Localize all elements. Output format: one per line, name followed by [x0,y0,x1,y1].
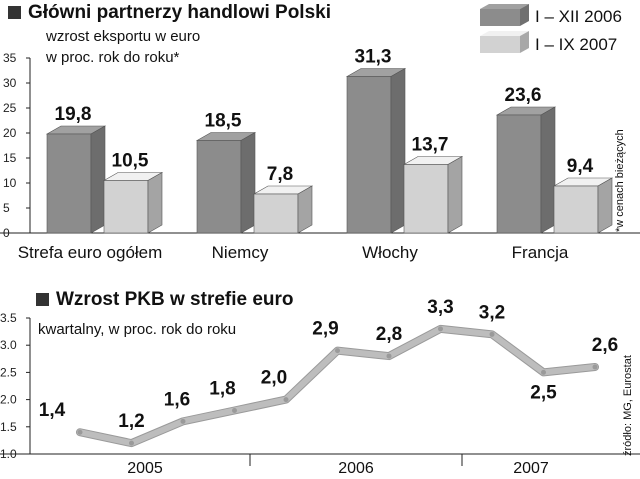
bar [346,76,392,234]
bar-value-label: 7,8 [267,164,293,185]
bar-category-label: Włochy [362,243,418,262]
title-bullet-icon [8,6,21,19]
line-chart-title: Wzrost PKB w strefie euro [56,289,294,310]
line-point [592,364,598,370]
bar-value-label: 31,3 [355,47,392,68]
line-series [77,325,598,447]
line-value-label: 3,3 [427,297,453,318]
legend-label-2007: I – IX 2007 [535,35,618,54]
bar-value-label: 18,5 [205,111,242,132]
bar-side-face [447,155,463,234]
bar-value-label: 13,7 [412,135,449,156]
bar-side-face [297,185,313,234]
bar-value-label: 10,5 [112,151,149,172]
bar [103,180,149,234]
bar-y-tick-label: 25 [3,101,17,115]
legend-swatch-top [480,4,529,9]
bar-category-label: Niemcy [212,243,269,262]
bar-value-label: 9,4 [567,156,594,177]
bar [196,140,242,234]
bar [553,185,599,234]
bar-value-label: 23,6 [505,85,542,106]
bar-category-label: Strefa euro ogółem [18,243,163,262]
line-point [335,348,340,354]
title-bullet-icon [36,293,49,306]
line-y-tick-label: 1.0 [0,447,17,461]
bar-value-label: 19,8 [55,104,92,125]
bar [496,114,542,234]
legend-swatch [480,36,520,53]
line-value-label: 2,5 [530,382,557,403]
bar-side-face [390,67,406,234]
bar-chart-subtitle-1: wzrost eksportu w euro [46,28,201,45]
line-point [232,407,237,413]
bar-y-tick-label: 0 [3,226,10,240]
legend-swatch [480,9,520,26]
line-point [489,331,495,337]
bar-side-face [90,125,106,234]
line-value-label: 2,9 [312,319,338,340]
bar-chart-title: Główni partnerzy handlowi Polski [28,2,331,23]
line-point [386,353,392,359]
line-point [438,326,443,332]
line-chart-subtitle: kwartalny, w proc. rok do roku [38,321,237,338]
bar-side-face [240,131,256,234]
bar-y-tick-label: 15 [3,151,17,165]
prices-note: *w cenach bieżących [614,129,626,232]
line-point [541,369,546,375]
legend-swatch-side [520,4,529,26]
bar [403,164,449,234]
legend-label-2006: I – XII 2006 [535,7,622,26]
line-value-label: 2,8 [376,324,402,345]
line-series-shadow [76,324,599,448]
bar-y-tick-label: 20 [3,126,17,140]
line-y-tick-label: 3.5 [0,311,17,325]
year-label: 2005 [127,460,163,477]
line-point [283,397,289,403]
bar-side-face [540,106,556,234]
bar-side-face [597,177,613,234]
line-y-tick-label: 1.5 [0,420,17,434]
bar [253,193,299,234]
bar-category-label: Francja [512,243,569,262]
year-label: 2006 [338,460,374,477]
line-value-label: 1,8 [209,378,235,399]
line-value-label: 3,2 [479,302,505,323]
line-point [129,440,134,446]
line-point [77,429,83,435]
line-point [180,418,186,424]
line-y-tick-label: 2.5 [0,365,17,379]
bar-y-tick-label: 10 [3,176,17,190]
line-value-label: 2,0 [261,368,287,389]
bar-chart-subtitle-2: w proc. rok do roku* [46,49,180,66]
line-y-tick-label: 3.0 [0,338,17,352]
line-value-label: 1,4 [39,400,66,421]
bar-y-tick-label: 35 [3,51,17,65]
line-value-label: 2,6 [592,335,618,356]
legend-swatch-side [520,31,529,53]
line-y-tick-label: 2.0 [0,393,17,407]
line-value-label: 1,6 [164,389,190,410]
source-note: źródło: MG, Eurostat [622,355,634,456]
bar-y-tick-label: 30 [3,76,17,90]
legend-swatch-top [480,31,529,36]
bar [46,133,92,234]
bar-side-face [147,171,163,234]
year-label: 2007 [513,460,549,477]
bar-y-tick-label: 5 [3,201,10,215]
line-value-label: 1,2 [118,411,144,432]
